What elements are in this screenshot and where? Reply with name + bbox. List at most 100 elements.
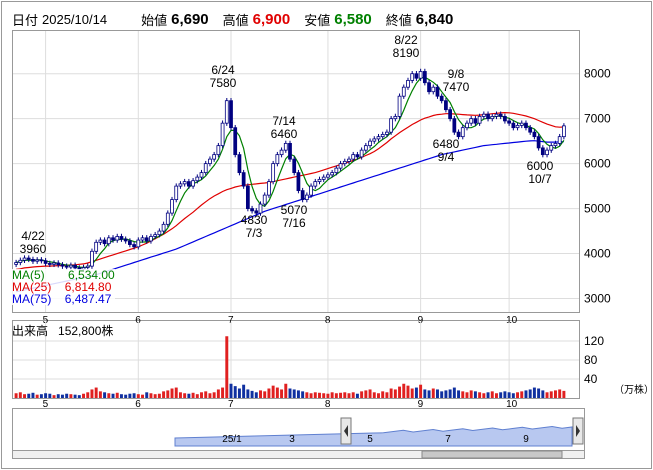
- annotation-line1: 8/22: [394, 33, 418, 47]
- candle-body: [553, 142, 558, 147]
- navigator-range-area: [174, 425, 573, 447]
- volume-bar: [275, 387, 279, 398]
- volume-bar: [423, 389, 427, 398]
- candle-body: [313, 181, 318, 187]
- ma25-label: MA(25): [12, 280, 52, 294]
- volume-bar: [23, 394, 27, 398]
- candle-body: [460, 127, 465, 138]
- candle-body: [212, 154, 217, 160]
- volume-bar: [115, 392, 119, 398]
- volume-unit: （万株）: [614, 383, 653, 396]
- volume-bar: [27, 393, 31, 398]
- volume-bar: [212, 392, 216, 398]
- candle-body: [444, 100, 448, 111]
- candle-body: [503, 116, 507, 122]
- candle-body: [385, 131, 389, 135]
- candle-body: [165, 212, 170, 225]
- volume-bar: [330, 392, 334, 398]
- volume-bar: [389, 388, 393, 398]
- candle-body: [414, 73, 419, 79]
- candle-body: [128, 240, 132, 245]
- candle-body: [279, 149, 284, 156]
- ma5-value: 6,534.00: [68, 268, 115, 282]
- volume-bar: [103, 392, 107, 398]
- volume-bar: [280, 389, 284, 398]
- volume-bar: [250, 390, 254, 398]
- volume-bar: [208, 393, 212, 398]
- volume-bar: [69, 394, 73, 398]
- candle-body: [216, 145, 221, 156]
- volume-bar: [469, 390, 473, 398]
- volume-bar: [355, 393, 359, 398]
- price-month-label: 5: [43, 315, 49, 326]
- candle-body: [161, 223, 166, 232]
- volume-bar: [381, 391, 385, 398]
- price-tick-label: 5000: [584, 202, 611, 216]
- volume-header: 出来高 152,800株: [12, 322, 113, 339]
- volume-bar: [233, 386, 237, 398]
- ma-legend: MA(5) 6,534.00 MA(25) 6,814.80 MA(75) 6,…: [12, 269, 115, 305]
- volume-bar: [191, 392, 195, 398]
- candle-body: [94, 241, 99, 252]
- candle-body: [296, 172, 301, 192]
- volume-bar: [267, 388, 271, 398]
- candle-body: [199, 172, 204, 178]
- volume-bar: [225, 336, 229, 398]
- candle-body: [149, 236, 153, 242]
- candle-body: [241, 172, 246, 187]
- annotation-line2: 8190: [393, 46, 420, 60]
- volume-bar: [419, 384, 423, 398]
- candle-body: [536, 136, 541, 149]
- candle-body: [144, 237, 149, 242]
- volume-value: 152,800株: [58, 324, 114, 338]
- volume-bar: [465, 392, 469, 398]
- candle-body: [26, 257, 31, 260]
- candle-body: [376, 136, 381, 140]
- candle-body: [14, 262, 18, 265]
- volume-bar: [14, 393, 18, 398]
- candle-body: [69, 264, 73, 268]
- volume-bar: [221, 387, 225, 398]
- candle-body: [220, 122, 225, 147]
- volume-bar: [178, 392, 182, 398]
- candle-body: [275, 154, 280, 165]
- volume-bar: [292, 389, 296, 398]
- candle-body: [456, 131, 461, 138]
- candle-body: [351, 154, 356, 160]
- candle-body: [494, 113, 499, 117]
- candle-body: [60, 264, 65, 267]
- candlestick-series: [14, 68, 566, 272]
- navigator-scrollbar[interactable]: [12, 450, 585, 459]
- volume-bar: [524, 390, 528, 398]
- volume-bar: [162, 391, 166, 398]
- price-tick-label: 7000: [584, 112, 611, 126]
- candle-body: [191, 180, 195, 187]
- candle-body: [338, 163, 343, 169]
- ma25-value: 6,814.80: [64, 280, 112, 294]
- low-label: 安値: [304, 12, 331, 28]
- volume-month-label: 9: [418, 399, 424, 410]
- candle-body: [481, 113, 486, 117]
- annotation-line2: 6460: [271, 127, 298, 141]
- volume-bar: [414, 387, 418, 398]
- volume-bar: [444, 390, 448, 398]
- volume-bar: [532, 387, 536, 398]
- volume-month-label: 5: [43, 399, 49, 410]
- price-x-axis: 5 6 7 8 9 10: [43, 315, 518, 326]
- volume-bar: [174, 387, 178, 398]
- annotation-line1: 4/22: [21, 229, 45, 243]
- candle-body: [115, 236, 120, 241]
- volume-bar: [157, 393, 161, 398]
- volume-bar: [385, 392, 389, 398]
- volume-bar: [351, 392, 355, 398]
- volume-bar: [263, 391, 267, 398]
- candle-body: [422, 71, 427, 84]
- volume-bar: [141, 394, 144, 398]
- volume-bar: [119, 394, 123, 398]
- navigator-scroll-thumb[interactable]: [421, 450, 563, 459]
- candle-body: [524, 122, 528, 129]
- volume-bar: [549, 391, 553, 398]
- volume-bar: [486, 392, 490, 398]
- candle-body: [469, 118, 474, 124]
